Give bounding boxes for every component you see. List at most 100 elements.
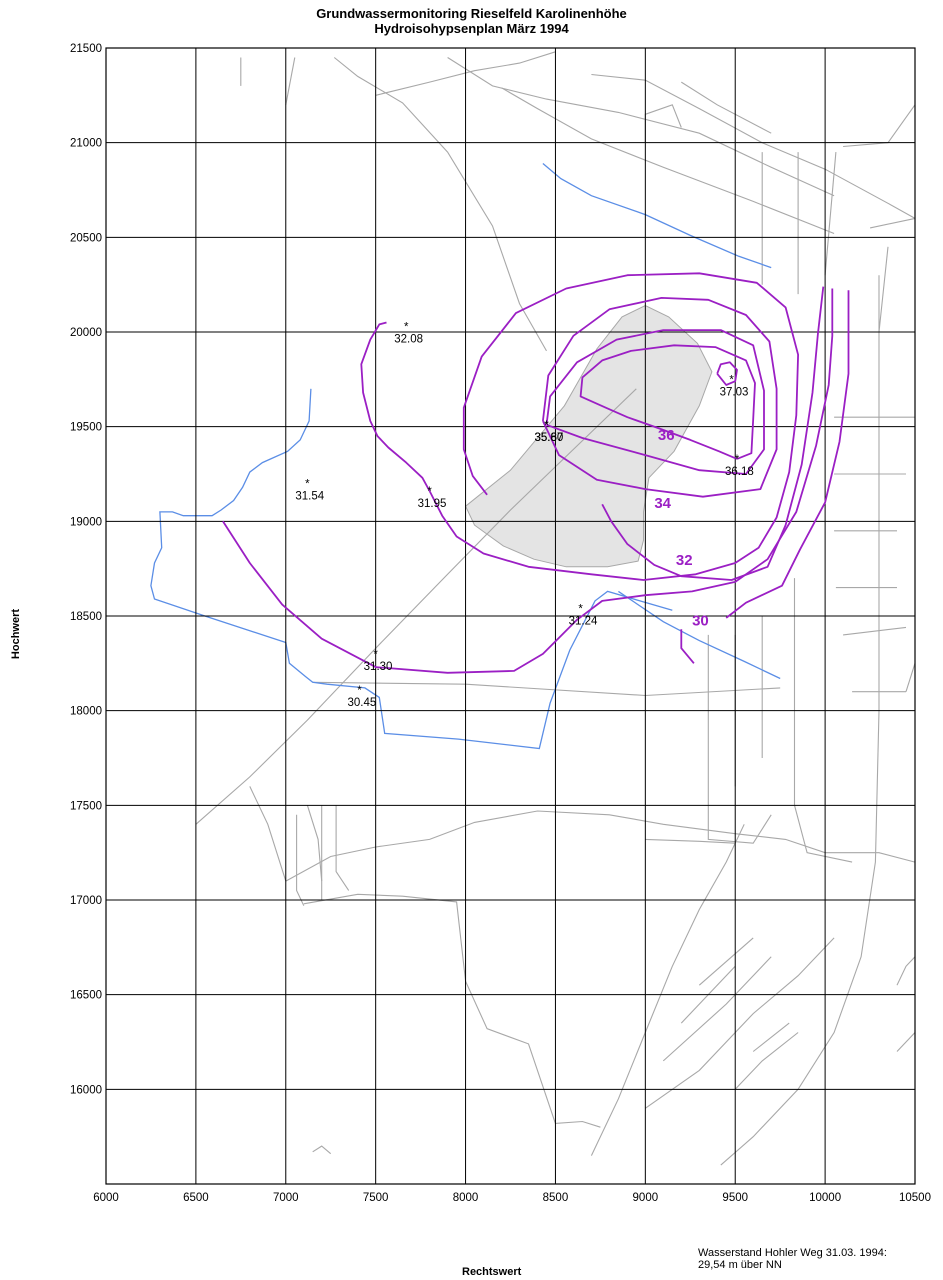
y-tick-label: 21000 bbox=[70, 138, 102, 150]
street-line bbox=[843, 104, 916, 148]
y-tick-label: 19500 bbox=[70, 422, 102, 434]
y-tick-label: 20000 bbox=[70, 327, 102, 339]
isohypse-line bbox=[680, 629, 695, 664]
well-label: 35.67 bbox=[534, 432, 563, 444]
street-line bbox=[591, 73, 916, 219]
x-tick-label: 6000 bbox=[93, 1192, 119, 1204]
coordinate-grid bbox=[105, 47, 916, 1185]
well-star-icon: * bbox=[735, 454, 740, 466]
isohypse-line bbox=[542, 296, 778, 498]
well-star-icon: * bbox=[578, 603, 583, 615]
street-line bbox=[375, 51, 556, 96]
y-tick-label: 17000 bbox=[70, 895, 102, 907]
x-tick-label: 8000 bbox=[453, 1192, 479, 1204]
well-star-icon: * bbox=[305, 478, 310, 490]
well-label: 31.30 bbox=[364, 661, 393, 673]
x-tick-label: 9500 bbox=[722, 1192, 748, 1204]
street-line bbox=[793, 578, 853, 863]
street-line bbox=[644, 937, 835, 1109]
well-star-icon: * bbox=[544, 420, 549, 432]
water-level-note-line1: Wasserstand Hohler Weg 31.03. 1994: bbox=[698, 1247, 887, 1259]
street-line bbox=[878, 246, 889, 333]
street-line bbox=[285, 810, 916, 882]
isohypse-label: 34 bbox=[654, 495, 671, 512]
street-line bbox=[195, 388, 637, 825]
x-tick-label: 10500 bbox=[899, 1192, 931, 1204]
isohypse-line bbox=[716, 361, 738, 386]
y-tick-label: 21500 bbox=[70, 43, 102, 55]
x-tick-label: 9000 bbox=[633, 1192, 659, 1204]
x-tick-label: 7000 bbox=[273, 1192, 299, 1204]
well-marker: *30.45 bbox=[347, 685, 376, 709]
well-label: 32.08 bbox=[394, 333, 423, 345]
isohypse-label: 36 bbox=[658, 427, 675, 444]
water-level-note: Wasserstand Hohler Weg 31.03. 1994: 29,5… bbox=[698, 1247, 887, 1271]
water-line bbox=[150, 388, 673, 750]
well-label: 36.18 bbox=[725, 466, 754, 478]
well-label: 31.95 bbox=[418, 498, 447, 510]
well-marker: *31.95 bbox=[418, 486, 447, 510]
well-star-icon: * bbox=[427, 486, 432, 498]
isohypse-line bbox=[545, 329, 765, 475]
isohypse-line bbox=[579, 344, 756, 460]
street-line bbox=[501, 87, 835, 235]
y-tick-label: 19000 bbox=[70, 516, 102, 528]
well-label: 37.03 bbox=[720, 386, 749, 398]
water-line bbox=[618, 590, 781, 680]
street-line bbox=[333, 57, 547, 352]
y-tick-label: 18000 bbox=[70, 706, 102, 718]
well-label: 30.45 bbox=[347, 697, 376, 709]
x-tick-label: 6500 bbox=[183, 1192, 209, 1204]
well-label: 31.24 bbox=[569, 615, 598, 627]
street-line bbox=[312, 1145, 332, 1155]
well-marker: *31.54 bbox=[295, 478, 324, 502]
map-title-line1: Grundwassermonitoring Rieselfeld Karolin… bbox=[316, 6, 627, 21]
street-line bbox=[734, 1032, 799, 1090]
map-title-line2: Hydroisohypsenplan März 1994 bbox=[374, 21, 569, 36]
street-line bbox=[905, 663, 916, 692]
well-star-icon: * bbox=[544, 420, 549, 432]
well-label: 35.80 bbox=[534, 432, 563, 444]
x-tick-label: 7500 bbox=[363, 1192, 389, 1204]
y-tick-label: 18500 bbox=[70, 611, 102, 623]
x-tick-label: 10000 bbox=[809, 1192, 841, 1204]
street-line bbox=[662, 956, 772, 1062]
well-star-icon: * bbox=[357, 685, 362, 697]
street-line bbox=[869, 217, 916, 229]
street-line bbox=[752, 1022, 790, 1052]
monitoring-wells: *32.08*31.54 *31.95*35.80*35.67*37.03*36.… bbox=[295, 321, 753, 709]
well-marker: *31.24 bbox=[569, 603, 598, 627]
well-marker: *37.03 bbox=[720, 374, 749, 398]
x-tick-label: 8500 bbox=[543, 1192, 569, 1204]
isohypse-label: 30 bbox=[692, 612, 709, 629]
street-line bbox=[303, 893, 601, 1128]
well-marker: *31.30 bbox=[364, 649, 393, 673]
settlement-area bbox=[464, 304, 713, 568]
well-label: 31.54 bbox=[295, 490, 324, 502]
street-line bbox=[447, 57, 835, 197]
street-line bbox=[707, 634, 772, 844]
isohypse-lines bbox=[222, 272, 850, 674]
isohypse-line bbox=[725, 290, 850, 619]
street-line bbox=[720, 275, 880, 1166]
street-line bbox=[296, 814, 305, 906]
y-axis-label: Hochwert bbox=[10, 608, 22, 660]
street-line bbox=[843, 626, 907, 636]
street-line bbox=[249, 786, 287, 882]
street-line bbox=[698, 937, 754, 986]
isohypse-line bbox=[601, 286, 825, 581]
map-title: Grundwassermonitoring Rieselfeld Karolin… bbox=[0, 6, 943, 36]
isohypse-label: 32 bbox=[676, 552, 693, 569]
street-line bbox=[645, 838, 736, 844]
y-tick-label: 16000 bbox=[70, 1084, 102, 1096]
well-marker: *36.18 bbox=[725, 454, 754, 478]
street-line bbox=[285, 57, 296, 105]
street-line bbox=[896, 956, 916, 986]
street-line bbox=[896, 1032, 916, 1052]
water-line bbox=[542, 163, 772, 269]
street-line bbox=[824, 152, 837, 276]
isohypse-labels: 36 34 32 30 bbox=[654, 427, 708, 630]
isohypse-line bbox=[428, 272, 799, 581]
isohypse-line bbox=[222, 288, 834, 674]
